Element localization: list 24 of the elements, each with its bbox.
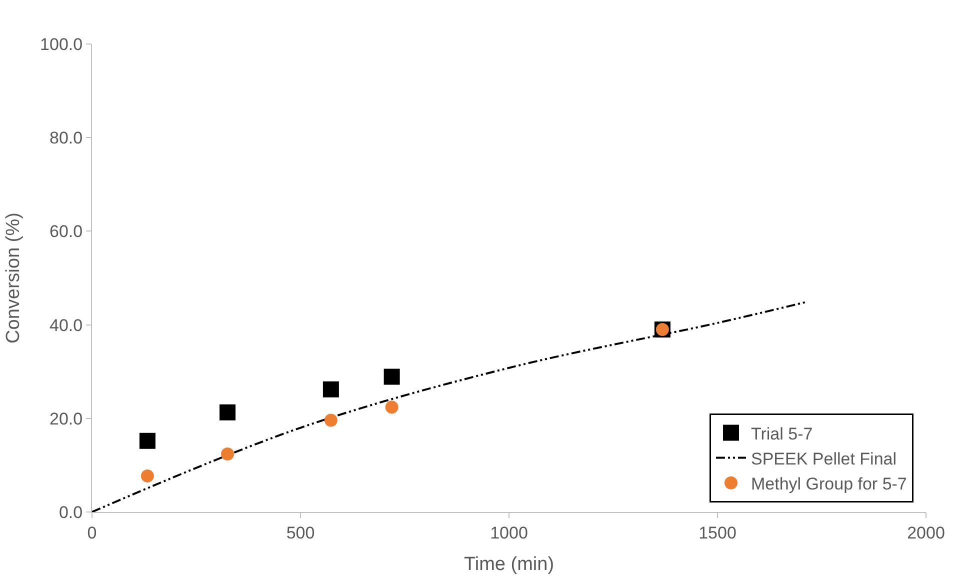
y-tick-label: 20.0 [50, 409, 83, 428]
point [139, 432, 156, 449]
point [385, 400, 398, 414]
y-tick-label: 80.0 [50, 128, 83, 148]
legend-label: Methyl Group for 5-7 [750, 474, 907, 494]
y-tick-label: 40.0 [50, 316, 83, 335]
point [322, 381, 339, 398]
y-tick-label: 0.0 [58, 502, 83, 522]
y-axis-title: Conversion (%) [2, 212, 24, 344]
point [384, 368, 400, 385]
x-tick-label: 1500 [698, 523, 736, 542]
x-tick-label: 1000 [490, 523, 528, 542]
y-tick-label: 100.0 [40, 34, 83, 54]
legend-label: SPEEK Pellet Final [750, 449, 897, 468]
x-axis-title: Time (min) [464, 554, 554, 576]
y-tick-label: 60.0 [50, 222, 83, 242]
point [140, 469, 154, 482]
x-tick-label: 2000 [907, 523, 945, 542]
point [221, 447, 234, 460]
x-tick-label: 0 [87, 523, 97, 542]
x-tick-label: 500 [286, 523, 315, 542]
point [220, 404, 236, 420]
legend-label: Trial 5-7 [750, 424, 813, 444]
point [324, 414, 338, 427]
